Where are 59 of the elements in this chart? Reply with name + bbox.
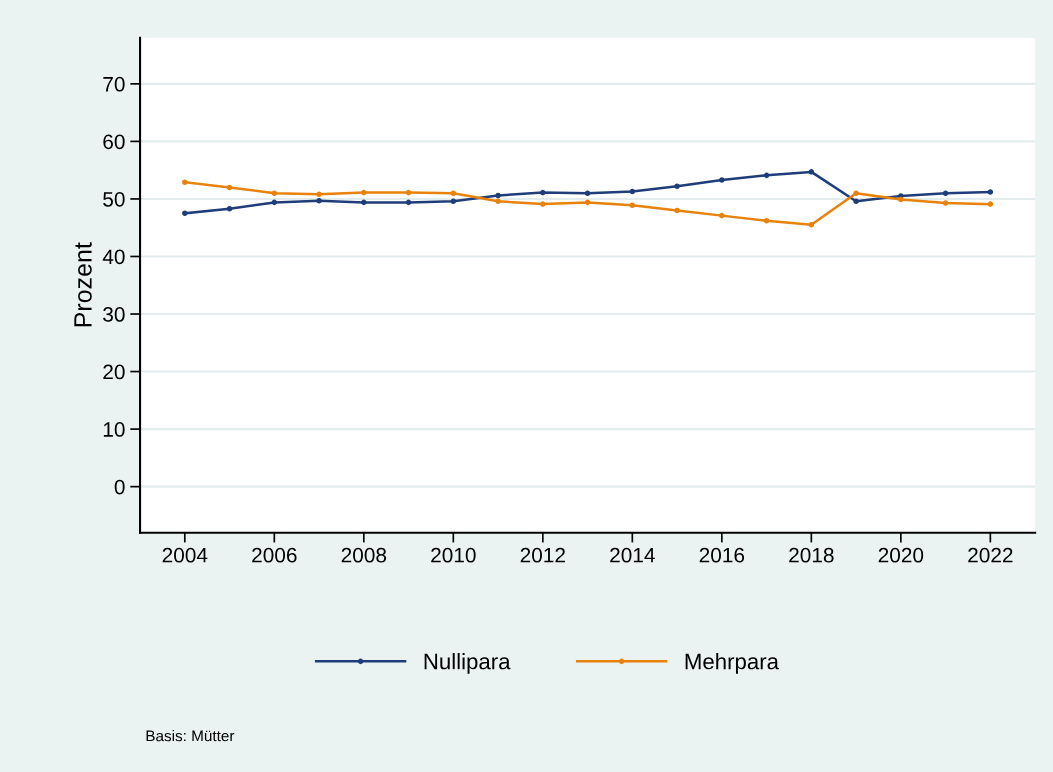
point (808, 222, 815, 228)
point (898, 196, 904, 203)
y-tick-label: 70 (103, 76, 125, 92)
point (271, 190, 278, 196)
text: Basis: Mütter (146, 730, 235, 742)
point (271, 199, 278, 206)
point (405, 199, 412, 206)
x-tick-label: 2014 (610, 547, 655, 563)
point (853, 190, 859, 196)
x-tick-label: 2006 (252, 547, 297, 563)
x-tick-label: 2004 (162, 547, 208, 563)
point (853, 198, 859, 205)
point (540, 189, 546, 196)
point (226, 205, 233, 212)
point (674, 183, 680, 190)
point (450, 190, 457, 196)
point (226, 184, 233, 191)
x-tick-label: 2012 (520, 547, 565, 563)
point (629, 188, 636, 195)
x-tick-label: 2018 (789, 547, 834, 563)
y-tick-label: 0 (114, 479, 125, 495)
y-tick-label: 50 (103, 191, 125, 207)
point (584, 199, 591, 206)
point (942, 200, 949, 206)
y-tick-label: 60 (103, 134, 125, 150)
point (808, 169, 815, 175)
point (450, 198, 457, 205)
point (361, 189, 367, 196)
x-tick-label: 2010 (431, 547, 476, 563)
point (763, 218, 770, 224)
point (540, 201, 546, 207)
point (987, 201, 994, 207)
legend-label: Nullipara (424, 653, 511, 674)
point (361, 199, 367, 206)
point (719, 212, 725, 219)
point (182, 179, 188, 186)
point (316, 197, 322, 204)
y-tick-label: 10 (103, 422, 125, 437)
point (405, 189, 412, 196)
y-tick-label: 20 (103, 364, 125, 380)
point (584, 190, 591, 196)
point (987, 189, 994, 195)
y-tick-label: 40 (102, 249, 125, 265)
point (495, 192, 501, 199)
point (719, 177, 725, 183)
point (316, 191, 322, 198)
point (942, 190, 949, 196)
point (182, 210, 188, 217)
point (674, 207, 680, 214)
point (763, 172, 770, 179)
point (629, 202, 636, 209)
legend-label: Mehrpara (685, 653, 779, 674)
x-tick-label: 2020 (878, 547, 924, 563)
x-tick-label: 2008 (341, 547, 387, 563)
x-tick-label: 2022 (968, 547, 1013, 563)
y-tick-label: 30 (103, 307, 125, 322)
y-axis-title: Prozent (74, 242, 92, 327)
x-tick-label: 2016 (699, 547, 745, 563)
point (495, 198, 501, 205)
